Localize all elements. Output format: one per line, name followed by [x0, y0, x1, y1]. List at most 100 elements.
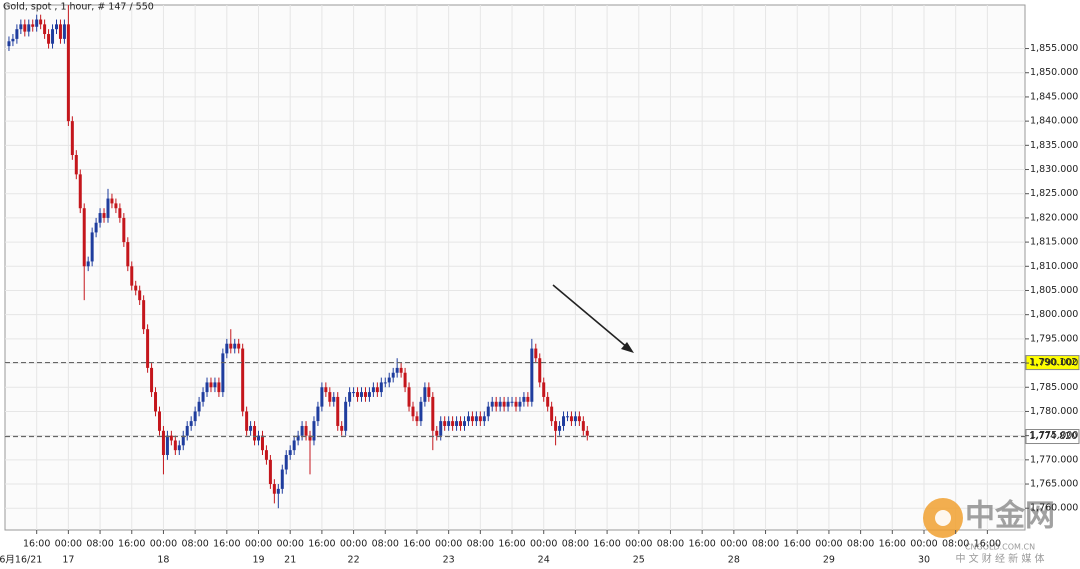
candle-body: [482, 416, 486, 422]
candle-body: [98, 213, 102, 223]
candle-body: [387, 377, 391, 383]
candle-body: [577, 416, 581, 422]
candle-body: [542, 382, 546, 397]
day-label: 18: [157, 555, 169, 566]
candle-body: [39, 19, 43, 25]
candle-body: [280, 469, 284, 489]
candle-body: [86, 261, 90, 267]
candle-body: [565, 416, 569, 418]
candle-body: [257, 435, 261, 441]
candle-body: [7, 41, 11, 47]
candle-body: [189, 421, 193, 426]
candle-body: [336, 396, 340, 426]
candle-body: [312, 421, 316, 441]
candle-body: [554, 421, 558, 431]
x-tick-label: 00:00: [340, 539, 367, 550]
x-tick-label: 16:00: [879, 539, 906, 550]
candle-body: [383, 382, 387, 384]
candle-body: [106, 198, 110, 218]
candle-body: [126, 242, 130, 267]
candle-body: [138, 290, 142, 301]
day-label: 24: [538, 555, 550, 566]
candle-body: [320, 387, 324, 407]
candle-body: [340, 425, 344, 431]
x-tick-label: 16:00: [784, 539, 811, 550]
candle-body: [399, 367, 403, 373]
candle-body: [403, 372, 407, 388]
watermark: 中金网 CNGOLD.COM.CN 中 文 财 经 新 媒 体: [923, 498, 1055, 565]
candle-body: [90, 232, 94, 262]
day-label: 19: [252, 555, 264, 566]
y-tick-label: 1,795.000: [1030, 333, 1078, 344]
candle-body: [391, 372, 395, 378]
candle-body: [395, 367, 399, 373]
candle-body: [229, 343, 233, 349]
candle-body: [142, 300, 146, 330]
candle-body: [35, 19, 39, 27]
candles: [7, 5, 589, 509]
candle-body: [534, 348, 538, 359]
candle-body: [134, 285, 138, 291]
candle-body: [360, 392, 364, 397]
x-tick-label: 08:00: [181, 539, 208, 550]
x-tick-label: 08:00: [372, 539, 399, 550]
candle-body: [419, 401, 423, 422]
candle-body: [478, 416, 482, 422]
candle-body: [486, 406, 490, 417]
candle-body: [237, 343, 241, 349]
candle-body: [304, 425, 308, 436]
candle-body: [161, 430, 165, 455]
candle-body: [205, 382, 209, 393]
x-tick-label: 00:00: [150, 539, 177, 550]
candle-body: [562, 416, 566, 426]
candle-body: [435, 430, 439, 436]
candle-body: [356, 392, 360, 397]
day-label: 6月16/21: [0, 555, 42, 566]
plot-area: [4, 4, 1026, 531]
y-tick-label: 1,775.000: [1030, 430, 1078, 441]
candle-body: [122, 217, 126, 243]
candle-body: [217, 382, 221, 393]
candle-body: [272, 484, 276, 494]
candle-body: [459, 421, 463, 426]
x-tick-label: 00:00: [910, 539, 937, 550]
candle-body: [581, 421, 585, 431]
candle-body: [538, 358, 542, 383]
candle-body: [466, 416, 470, 422]
candle-body: [74, 155, 78, 175]
candle-body: [169, 435, 173, 441]
candle-body: [165, 435, 169, 455]
candle-body: [154, 392, 158, 412]
y-tick-label: 1,845.000: [1030, 91, 1078, 102]
x-tick-label: 00:00: [720, 539, 747, 550]
candle-body: [352, 392, 356, 394]
day-label: 21: [284, 555, 296, 566]
y-tick-label: 1,815.000: [1030, 237, 1078, 248]
x-tick-label: 16:00: [688, 539, 715, 550]
grid: [5, 5, 1025, 530]
candle-body: [308, 435, 312, 441]
candle-body: [439, 421, 443, 436]
x-tick-label: 08:00: [562, 539, 589, 550]
candle-body: [348, 392, 352, 402]
candle-body: [146, 329, 150, 368]
candle-body: [177, 445, 181, 451]
candle-body: [447, 421, 451, 426]
candle-body: [78, 174, 82, 209]
candle-body: [573, 416, 577, 422]
y-tick-label: 1,855.000: [1030, 43, 1078, 54]
candle-body: [23, 24, 27, 32]
candle-body: [268, 459, 272, 485]
candle-body: [462, 421, 466, 426]
candle-body: [530, 348, 534, 402]
candle-body: [490, 401, 494, 407]
candle-body: [526, 396, 530, 402]
candle-body: [213, 382, 217, 388]
candle-body: [43, 24, 47, 35]
candle-body: [27, 24, 31, 32]
candle-body: [82, 208, 86, 267]
y-tick-label: 1,840.000: [1030, 116, 1078, 127]
candle-body: [130, 266, 134, 286]
candle-body: [70, 121, 74, 155]
x-tick-label: 00:00: [245, 539, 272, 550]
